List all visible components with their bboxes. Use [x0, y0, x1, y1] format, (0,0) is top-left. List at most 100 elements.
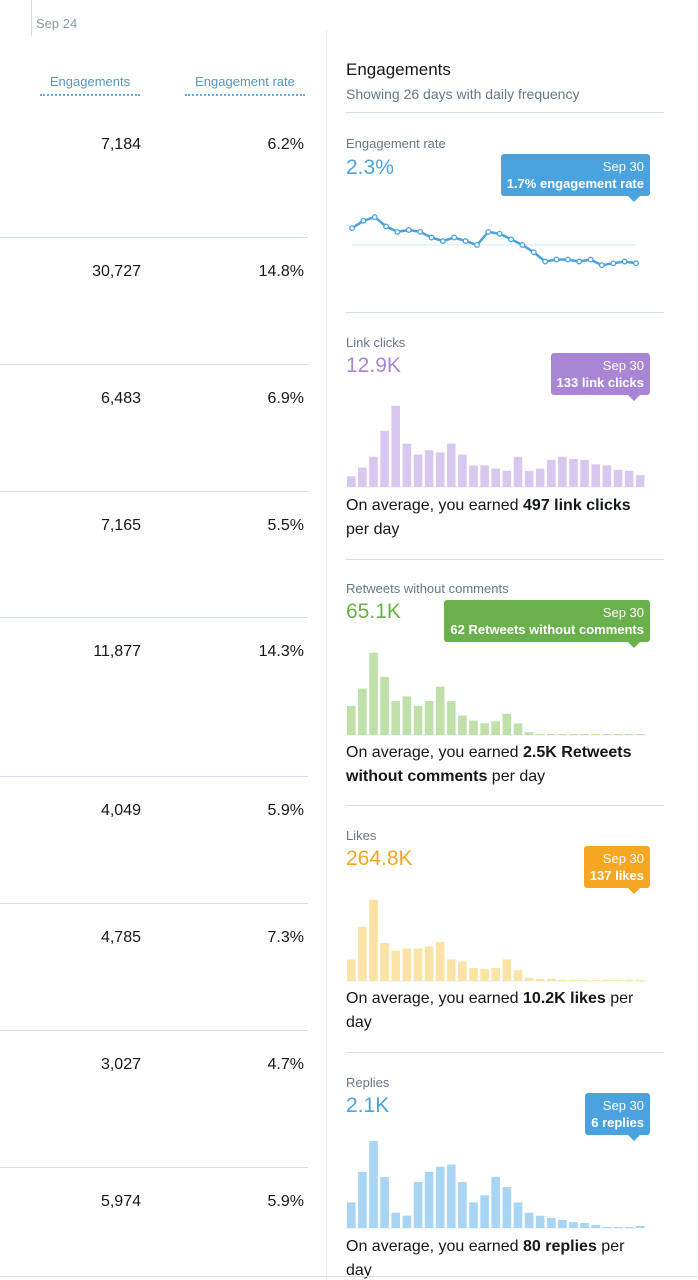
chart-bar — [447, 701, 456, 735]
chart-bar — [580, 734, 589, 735]
engagements-cell: 11,877 — [93, 643, 141, 660]
link-clicks-value: 12.9K — [346, 354, 401, 377]
chart-bar — [547, 734, 556, 735]
engagement-rate-column-header[interactable]: Engagement rate — [185, 74, 305, 96]
chart-bar — [369, 899, 378, 981]
chart-point — [530, 249, 537, 256]
chart-bar — [613, 734, 623, 735]
chart-bar — [391, 1212, 400, 1228]
chart-bar — [380, 1176, 389, 1228]
chart-bar — [424, 450, 434, 487]
chart-bar — [624, 470, 634, 487]
chart-bar — [402, 1215, 412, 1228]
engagements-header-label: Engagements — [49, 74, 131, 89]
replies-label: Replies — [346, 1075, 390, 1090]
likes-chart[interactable] — [346, 886, 646, 982]
tooltip-date: Sep 30 — [602, 851, 644, 866]
chart-point — [394, 228, 401, 235]
chart-bar — [358, 688, 367, 735]
panel-divider — [326, 30, 327, 1280]
separator — [346, 112, 664, 113]
chart-bar — [347, 959, 356, 981]
chart-point — [564, 256, 571, 263]
engagement-rate-chart[interactable] — [346, 198, 646, 288]
chart-bar — [535, 468, 545, 487]
chart-bar — [447, 959, 456, 981]
chart-point — [542, 258, 549, 265]
chart-bar — [602, 1227, 612, 1228]
chart-bar — [569, 1221, 578, 1228]
chart-point — [383, 223, 390, 230]
chart-bar — [391, 701, 400, 735]
likes-label: Likes — [346, 828, 377, 843]
engagement-rate-cell: 6.2% — [267, 136, 304, 153]
chart-point — [439, 238, 446, 245]
chart-point — [428, 234, 435, 241]
chart-bar — [402, 948, 412, 981]
chart-bar — [558, 1219, 567, 1228]
chart-bar — [424, 701, 434, 735]
axis-tick — [31, 0, 32, 36]
engagements-cell: 6,483 — [100, 390, 141, 407]
replies-chart[interactable] — [346, 1133, 646, 1229]
chart-bar — [491, 721, 500, 735]
chart-bar — [558, 979, 567, 981]
chart-point — [349, 225, 355, 232]
separator — [346, 559, 664, 560]
retweets-label: Retweets without comments — [346, 581, 509, 596]
summary-value: 80 replies — [523, 1238, 597, 1255]
chart-bar — [502, 713, 512, 735]
chart-bar — [580, 459, 589, 487]
summary-prefix: On average, you earned — [346, 497, 524, 514]
engagements-cell: 4,785 — [100, 929, 141, 946]
chart-bar — [513, 456, 523, 487]
chart-bar — [469, 1202, 478, 1228]
row-divider — [0, 491, 308, 492]
chart-bar — [480, 969, 489, 981]
tooltip-text: 6 replies — [591, 1115, 644, 1130]
engagement-rate-cell: 5.9% — [267, 802, 304, 819]
link-clicks-chart[interactable] — [346, 392, 646, 488]
engagement-rate-label: Engagement rate — [346, 136, 446, 151]
chart-bar — [502, 470, 512, 487]
chart-bar — [569, 979, 578, 981]
chart-bar — [591, 734, 600, 735]
chart-point — [474, 241, 480, 248]
chart-bar — [591, 464, 600, 487]
chart-bar — [602, 734, 612, 735]
chart-bar — [513, 723, 523, 735]
bottom-border — [0, 1276, 698, 1277]
chart-bar — [624, 734, 634, 735]
chart-bar — [458, 715, 467, 735]
chart-bar — [402, 443, 412, 487]
summary-prefix: On average, you earned — [346, 744, 524, 761]
tooltip-date: Sep 30 — [602, 1098, 644, 1113]
chart-bar — [635, 1226, 645, 1228]
chart-point — [462, 238, 469, 245]
engagements-column-header[interactable]: Engagements — [40, 74, 140, 96]
chart-point — [610, 260, 617, 267]
chart-bar — [424, 946, 434, 981]
chart-bar — [569, 458, 578, 487]
chart-bar — [491, 968, 500, 981]
likes-tooltip: Sep 30 137 likes — [583, 846, 650, 894]
engagements-cell: 5,974 — [100, 1193, 141, 1210]
chart-bar — [524, 977, 534, 981]
panel-title: Engagements — [346, 60, 451, 79]
chart-bar — [380, 676, 389, 735]
chart-bar — [491, 468, 500, 487]
retweets-chart[interactable] — [346, 640, 646, 736]
chart-bar — [458, 1182, 467, 1228]
date-label: Sep 24 — [36, 16, 78, 31]
chart-point — [451, 234, 458, 241]
chart-bar — [613, 1227, 623, 1228]
likes-value: 264.8K — [346, 847, 413, 870]
summary-suffix: per day — [487, 768, 546, 785]
summary-prefix: On average, you earned — [346, 1238, 524, 1255]
row-divider — [0, 364, 308, 365]
summary-suffix: per day — [346, 990, 634, 1031]
chart-point — [508, 236, 514, 243]
chart-bar — [369, 1141, 378, 1228]
chart-bar — [469, 465, 478, 487]
link-clicks-summary: On average, you earned 497 link clicks p… — [346, 494, 646, 542]
